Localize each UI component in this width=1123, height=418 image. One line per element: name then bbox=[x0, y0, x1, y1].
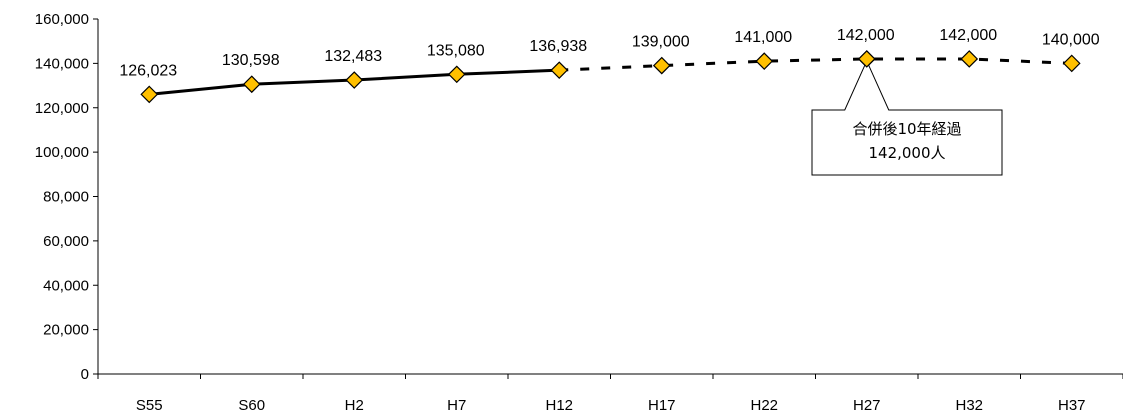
y-tick-label: 0 bbox=[81, 366, 89, 383]
data-labels: 126,023 130,598 132,483 135,080 136,938 139,0… bbox=[119, 27, 1099, 79]
data-point-marker bbox=[755, 52, 774, 71]
data-label: 142,000 bbox=[939, 27, 997, 44]
x-tick-label: H27 bbox=[853, 397, 881, 414]
data-label: 141,000 bbox=[734, 29, 792, 46]
x-tick-label: S55 bbox=[136, 397, 163, 414]
data-point-marker bbox=[550, 61, 569, 80]
series-lines bbox=[149, 57, 1072, 96]
data-label: 132,483 bbox=[324, 48, 382, 65]
y-tick-label: 80,000 bbox=[43, 189, 89, 206]
y-tick-label: 60,000 bbox=[43, 233, 89, 250]
axes: 0 20,000 40,000 60,000 80,000 100,000 120,000 1… bbox=[35, 11, 1123, 414]
data-label: 139,000 bbox=[632, 34, 690, 51]
data-label: 135,080 bbox=[427, 42, 485, 59]
x-tick-label: H7 bbox=[447, 397, 466, 414]
x-tick-label: H32 bbox=[955, 397, 983, 414]
x-tick-label: H37 bbox=[1058, 397, 1086, 414]
data-label: 130,598 bbox=[222, 52, 280, 69]
data-point-marker bbox=[1062, 54, 1081, 73]
data-label: 140,000 bbox=[1042, 31, 1100, 48]
data-point-marker bbox=[242, 75, 261, 94]
data-point-marker bbox=[960, 50, 979, 68]
x-tick-label: H12 bbox=[545, 397, 573, 414]
annotation-callout: 合併後10年経過 142,000人 bbox=[811, 50, 1003, 176]
data-point-marker bbox=[652, 56, 671, 75]
series-line-projected bbox=[559, 57, 1072, 72]
data-point-marker bbox=[447, 65, 466, 84]
y-tick-label: 160,000 bbox=[35, 11, 89, 28]
y-tick-label: 140,000 bbox=[35, 55, 89, 72]
annotation-text: 合併後10年経過 bbox=[852, 120, 961, 138]
data-point-marker bbox=[140, 85, 159, 104]
y-tick-label: 100,000 bbox=[35, 144, 89, 161]
annotation-box bbox=[811, 59, 1003, 176]
x-tick-label: H17 bbox=[648, 397, 676, 414]
x-tick-label: H22 bbox=[750, 397, 778, 414]
x-tick-label: H2 bbox=[345, 397, 364, 414]
data-label: 142,000 bbox=[837, 27, 895, 44]
data-point-marker bbox=[345, 71, 364, 89]
y-tick-label: 120,000 bbox=[35, 100, 89, 117]
y-tick-label: 20,000 bbox=[43, 322, 89, 339]
y-tick-label: 40,000 bbox=[43, 277, 89, 294]
data-label: 136,938 bbox=[529, 38, 587, 55]
x-tick-label: S60 bbox=[238, 397, 265, 414]
annotated-point-marker bbox=[857, 50, 876, 68]
annotation-text: 142,000人 bbox=[868, 144, 945, 162]
data-label: 126,023 bbox=[119, 62, 177, 79]
